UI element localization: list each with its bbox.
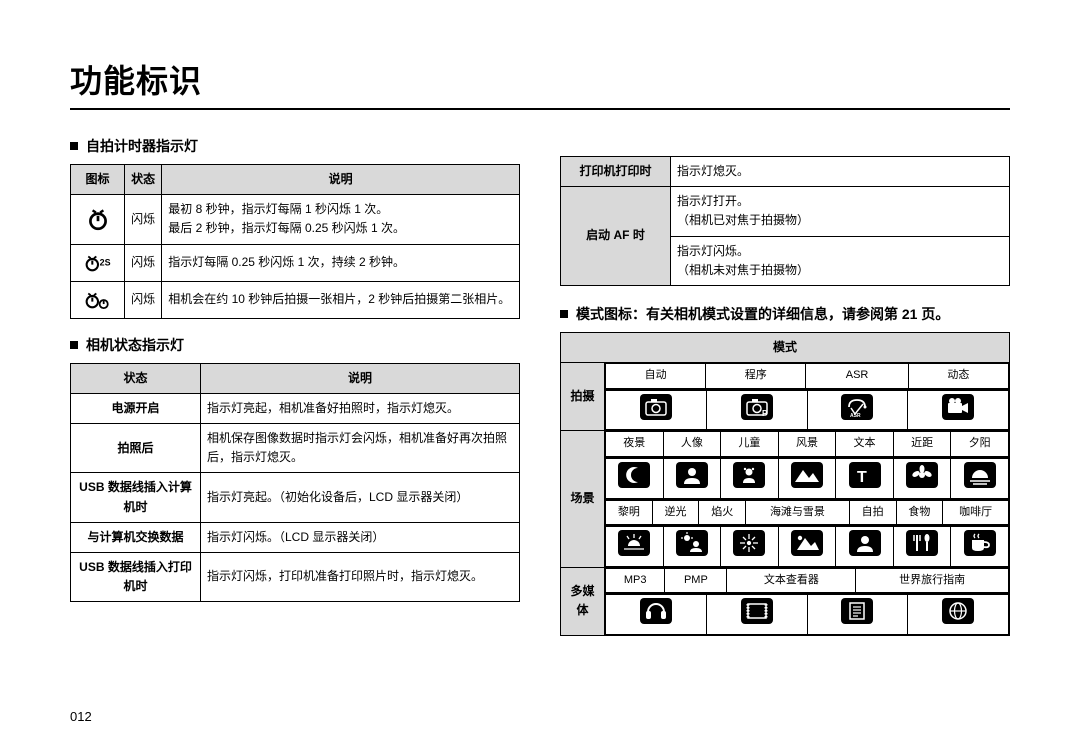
self-timer-table: 图标 状态 说明 闪烁 最初 8 秒钟，指示灯每隔 1 秒闪烁 1 次。 最后 … <box>70 164 520 319</box>
t1-h-desc: 说明 <box>162 165 520 195</box>
t3-r1b: 指示灯熄灭。 <box>671 157 1010 187</box>
t2-r4a: 与计算机交换数据 <box>71 522 201 552</box>
mp3-icon <box>606 595 707 635</box>
asr-icon: ASR <box>807 390 908 430</box>
pmp-icon <box>706 595 807 635</box>
page-number: 012 <box>70 709 92 724</box>
af-print-table: 打印机打印时 指示灯熄灭。 启动 AF 时 指示灯打开。 （相机已对焦于拍摄物）… <box>560 156 1010 286</box>
t1-h-status: 状态 <box>125 165 162 195</box>
modes-table: 模式 拍摄 自动 程序 ASR 动态 <box>560 332 1010 636</box>
page-title: 功能标识 <box>70 56 1010 110</box>
portrait-icon <box>663 458 721 498</box>
landscape-icon <box>778 458 836 498</box>
svg-text:T: T <box>857 469 867 486</box>
firework-icon <box>721 527 779 567</box>
dawn-icon <box>606 527 664 567</box>
cat-shoot: 拍摄 <box>561 363 605 431</box>
world-tour-icon <box>908 595 1009 635</box>
sunset-icon <box>951 458 1009 498</box>
timer-2s-icon: 2S <box>71 244 125 281</box>
t2-r5b: 指示灯闪烁，打印机准备打印照片时，指示灯熄灭。 <box>201 552 520 601</box>
t2-h-desc: 说明 <box>201 363 520 393</box>
section-modes-title: 模式图标：有关相机模式设置的详细信息，请参阅第 21 页。 <box>560 304 1010 324</box>
text-icon: T <box>836 458 894 498</box>
t3-r2a: 启动 AF 时 <box>561 187 671 286</box>
cat-scene: 场景 <box>561 431 605 567</box>
t2-r3b: 指示灯亮起。（初始化设备后，LCD 显示器关闭） <box>201 473 520 522</box>
t2-r4b: 指示灯闪烁。（LCD 显示器关闭） <box>201 522 520 552</box>
t2-r1b: 指示灯亮起，相机准备好拍照时，指示灯熄灭。 <box>201 393 520 423</box>
t2-r3a: USB 数据线插入计算机时 <box>71 473 201 522</box>
children-icon <box>721 458 779 498</box>
t1-r2-desc: 指示灯每隔 0.25 秒闪烁 1 次，持续 2 秒钟。 <box>162 244 520 281</box>
t1-h-icon: 图标 <box>71 165 125 195</box>
t2-r2a: 拍照后 <box>71 423 201 472</box>
left-column: 自拍计时器指示灯 图标 状态 说明 闪烁 最初 8 秒钟，指示灯每隔 1 秒闪烁… <box>70 128 520 636</box>
timer-10s-icon <box>71 195 125 244</box>
text-viewer-icon <box>807 595 908 635</box>
t3-r1a: 打印机打印时 <box>561 157 671 187</box>
modes-header: 模式 <box>561 332 1010 362</box>
t1-r3-status: 闪烁 <box>125 281 162 318</box>
timer-double-icon <box>71 281 125 318</box>
section-self-timer-title: 自拍计时器指示灯 <box>70 136 520 156</box>
section-status-title: 相机状态指示灯 <box>70 335 520 355</box>
program-icon: P <box>706 390 807 430</box>
beach-snow-icon <box>778 527 836 567</box>
mode-auto: 自动 <box>606 364 706 389</box>
night-icon <box>606 458 664 498</box>
svg-text:ASR: ASR <box>850 413 861 419</box>
mode-program: 程序 <box>706 364 806 389</box>
mode-asr: ASR <box>806 364 908 389</box>
t1-r1-status: 闪烁 <box>125 195 162 244</box>
cafe-icon <box>951 527 1009 567</box>
mode-movie: 动态 <box>908 364 1008 389</box>
close-up-icon <box>893 458 951 498</box>
auto-icon <box>606 390 707 430</box>
t1-r2-status: 闪烁 <box>125 244 162 281</box>
svg-text:P: P <box>762 409 768 418</box>
shoot-grid: 自动 程序 ASR 动态 <box>605 363 1009 389</box>
backlight-icon <box>663 527 721 567</box>
t2-h-status: 状态 <box>71 363 201 393</box>
movie-icon <box>908 390 1009 430</box>
right-column: 打印机打印时 指示灯熄灭。 启动 AF 时 指示灯打开。 （相机已对焦于拍摄物）… <box>560 128 1010 636</box>
t2-r2b: 相机保存图像数据时指示灯会闪烁，相机准备好再次拍照后，指示灯熄灭。 <box>201 423 520 472</box>
t2-r5a: USB 数据线插入打印机时 <box>71 552 201 601</box>
cat-media: 多媒体 <box>561 567 605 635</box>
t3-r2b: 指示灯打开。 （相机已对焦于拍摄物） 指示灯闪烁。 （相机未对焦于拍摄物） <box>671 187 1010 286</box>
status-table: 状态 说明 电源开启指示灯亮起，相机准备好拍照时，指示灯熄灭。 拍照后相机保存图… <box>70 363 520 603</box>
t1-r3-desc: 相机会在约 10 秒钟后拍摄一张相片，2 秒钟后拍摄第二张相片。 <box>162 281 520 318</box>
self-shot-icon <box>836 527 894 567</box>
food-icon <box>893 527 951 567</box>
svg-text:2S: 2S <box>99 257 110 267</box>
t1-r1-desc: 最初 8 秒钟，指示灯每隔 1 秒闪烁 1 次。 最后 2 秒钟，指示灯每隔 0… <box>162 195 520 244</box>
t2-r1a: 电源开启 <box>71 393 201 423</box>
